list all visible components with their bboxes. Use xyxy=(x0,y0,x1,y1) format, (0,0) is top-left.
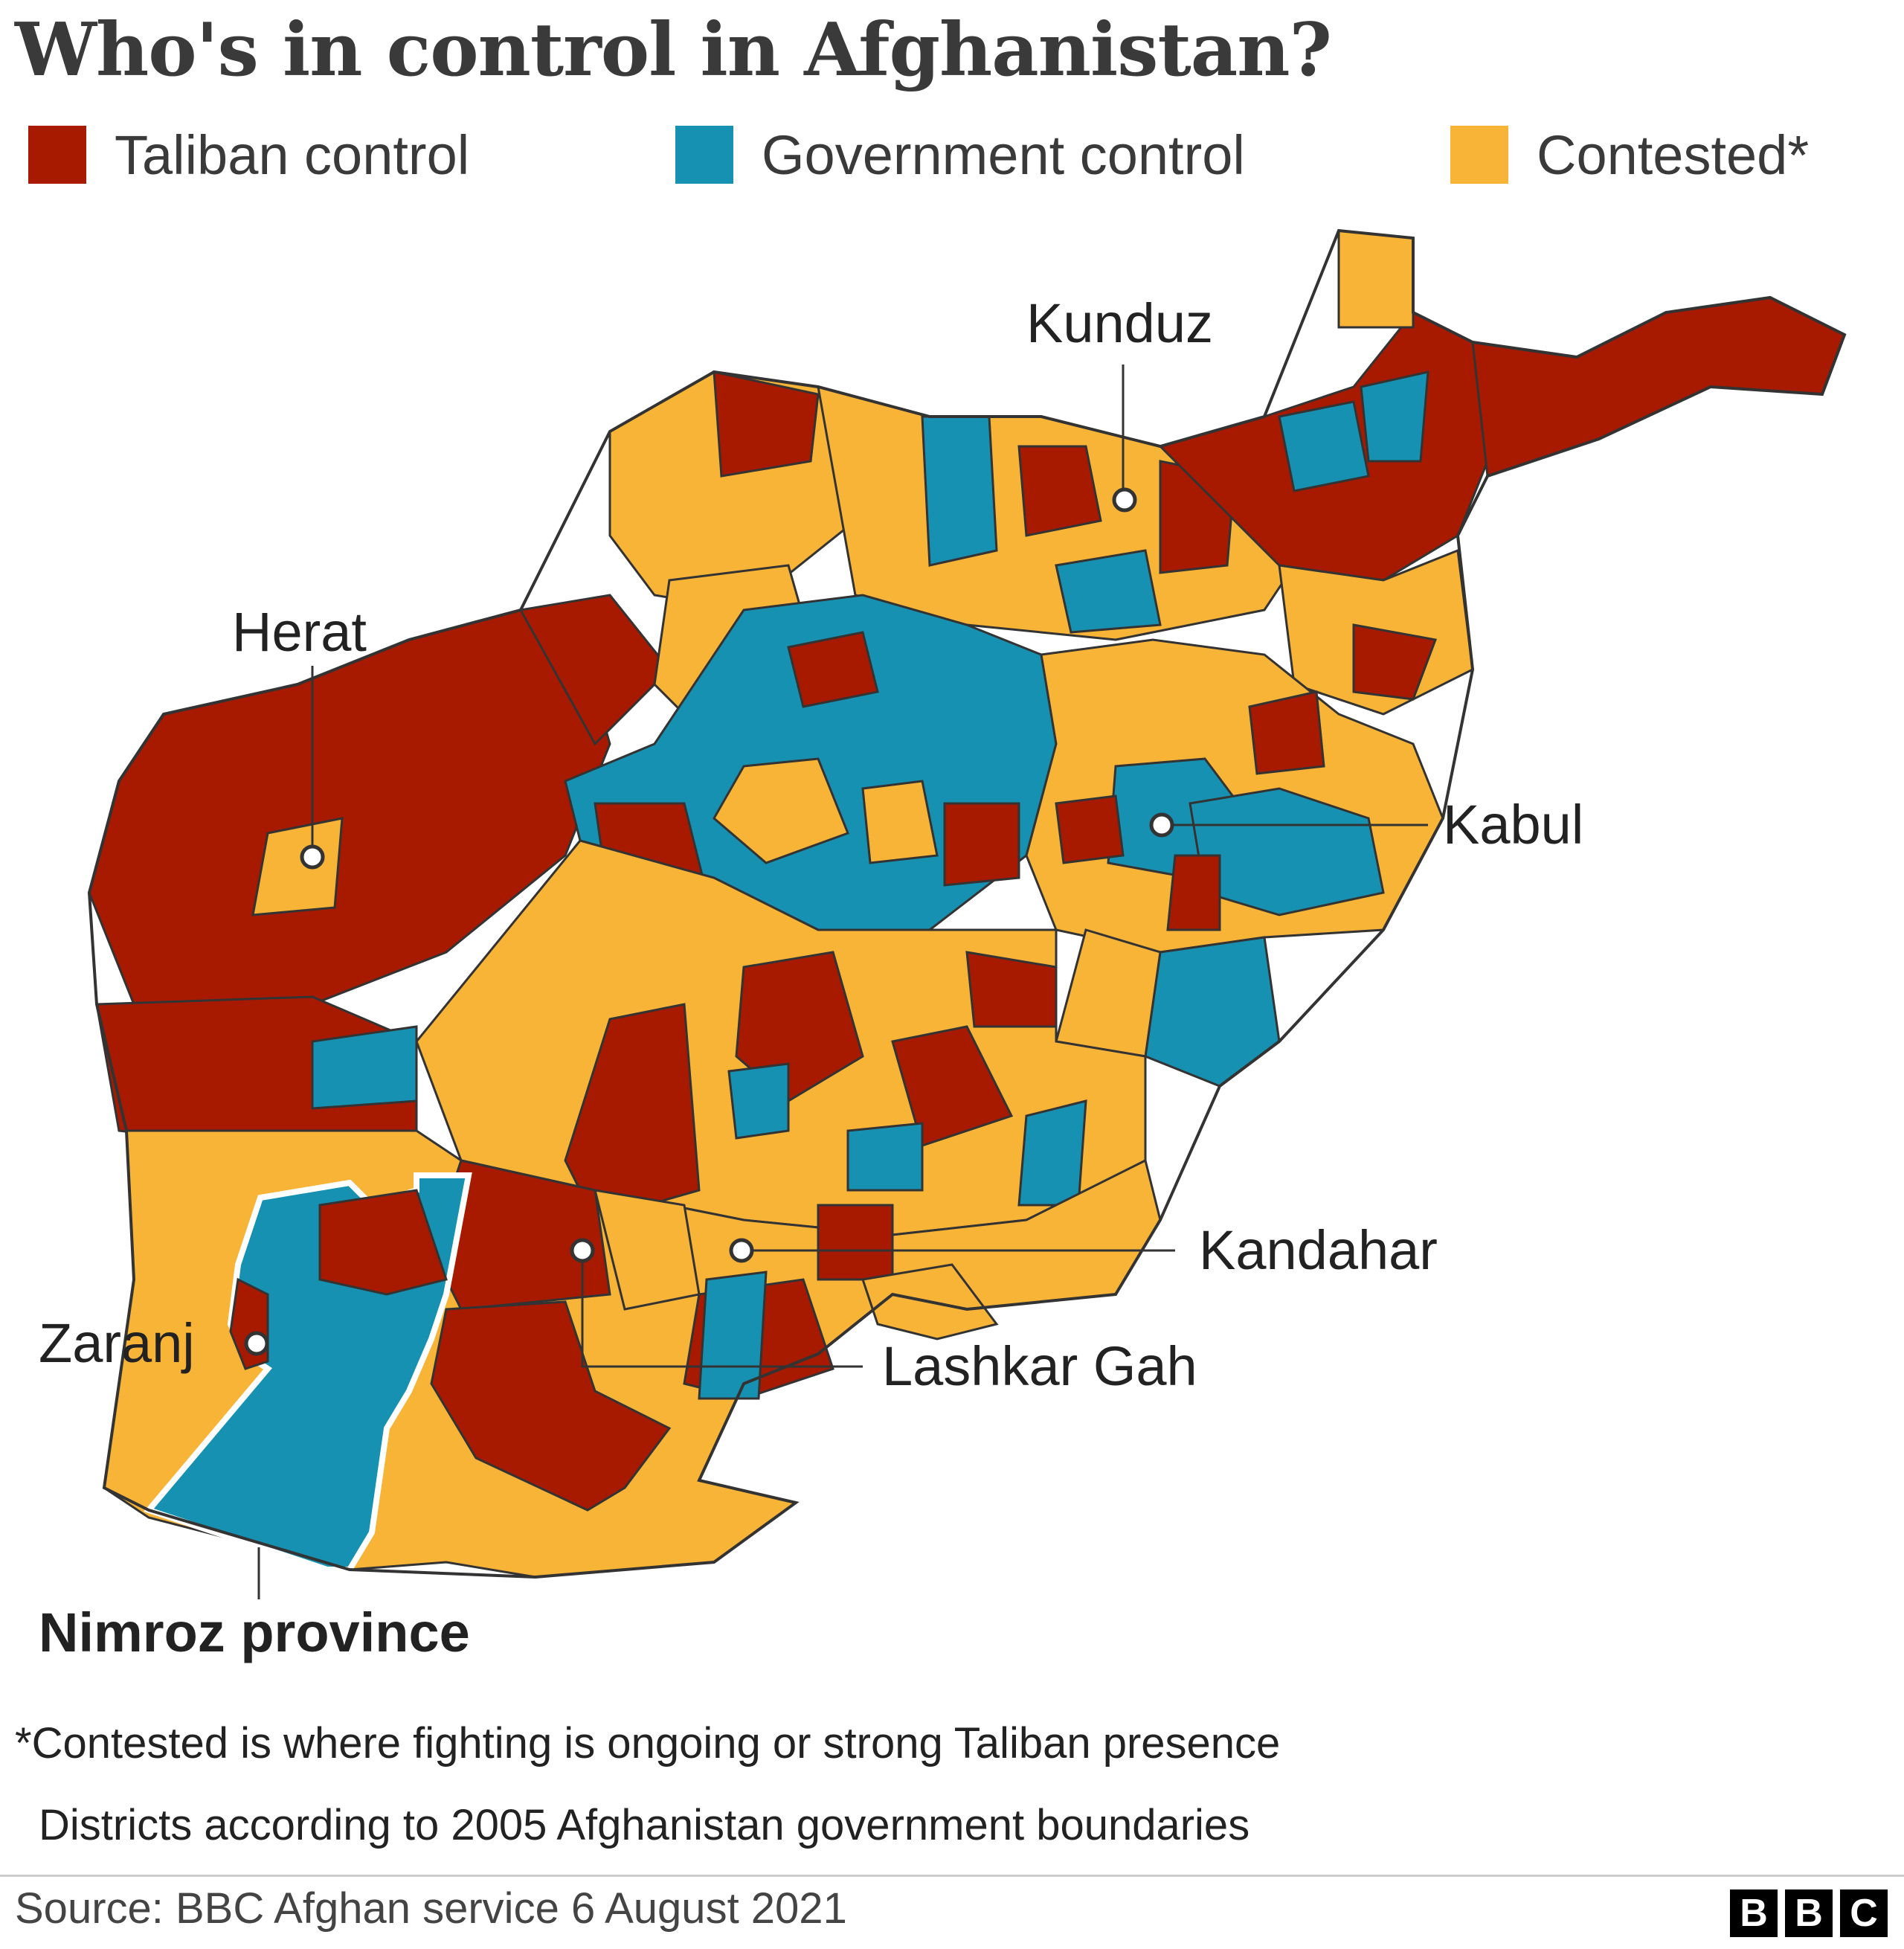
footnote-contested: *Contested is where fighting is ongoing … xyxy=(15,1719,1281,1767)
region-nimroz xyxy=(144,1172,472,1573)
legend-item-contested: Contested* xyxy=(1450,123,1810,186)
city-marker-lashkar-gah: Lashkar Gah xyxy=(570,1238,1197,1397)
city-label-kabul: Kabul xyxy=(1443,794,1583,855)
region-herat xyxy=(88,609,611,1147)
city-label-herat: Herat xyxy=(232,601,367,663)
bbc-logo: B B C xyxy=(1730,1889,1888,1937)
country-border xyxy=(87,228,1847,1579)
city-label-zaranj: Zaranj xyxy=(39,1312,195,1374)
legend-swatch-taliban xyxy=(28,126,86,184)
source-credit: Source: BBC Afghan service 6 August 2021 xyxy=(15,1884,847,1933)
map-title: Who's in control in Afghanistan? xyxy=(15,7,1332,93)
afghanistan-district-map: Kunduz Herat Kabul Kandahar Zaranj Lashk… xyxy=(39,228,1847,1663)
legend-swatch-contested xyxy=(1450,126,1508,184)
city-label-kunduz: Kunduz xyxy=(1026,292,1213,354)
bbc-logo-b1: B xyxy=(1730,1889,1778,1937)
city-marker-kunduz: Kunduz xyxy=(1026,292,1213,513)
footer-divider xyxy=(0,1875,1904,1877)
legend-item-taliban: Taliban control xyxy=(28,123,470,186)
city-marker-zaranj: Zaranj xyxy=(39,1312,269,1374)
city-marker-kandahar: Kandahar xyxy=(729,1219,1438,1281)
footnote-boundaries: Districts according to 2005 Afghanistan … xyxy=(39,1801,1250,1849)
bbc-logo-c: C xyxy=(1840,1889,1888,1937)
legend-label-contested: Contested* xyxy=(1537,123,1810,186)
city-label-lashkar-gah: Lashkar Gah xyxy=(882,1335,1197,1397)
legend-swatch-government xyxy=(675,126,733,184)
legend-item-government: Government control xyxy=(675,123,1245,186)
city-marker-herat: Herat xyxy=(232,601,367,870)
city-marker-kabul: Kabul xyxy=(1149,794,1583,855)
legend-label-government: Government control xyxy=(762,123,1245,186)
nimroz-callout: Nimroz province xyxy=(39,1547,470,1663)
bbc-logo-b2: B xyxy=(1785,1889,1833,1937)
region-east xyxy=(1025,638,1444,1088)
province-label-nimroz: Nimroz province xyxy=(39,1602,470,1663)
region-northeast xyxy=(1158,229,1846,716)
city-label-kandahar: Kandahar xyxy=(1199,1219,1438,1281)
legend-label-taliban: Taliban control xyxy=(115,123,470,186)
region-south-central xyxy=(415,839,1147,1236)
